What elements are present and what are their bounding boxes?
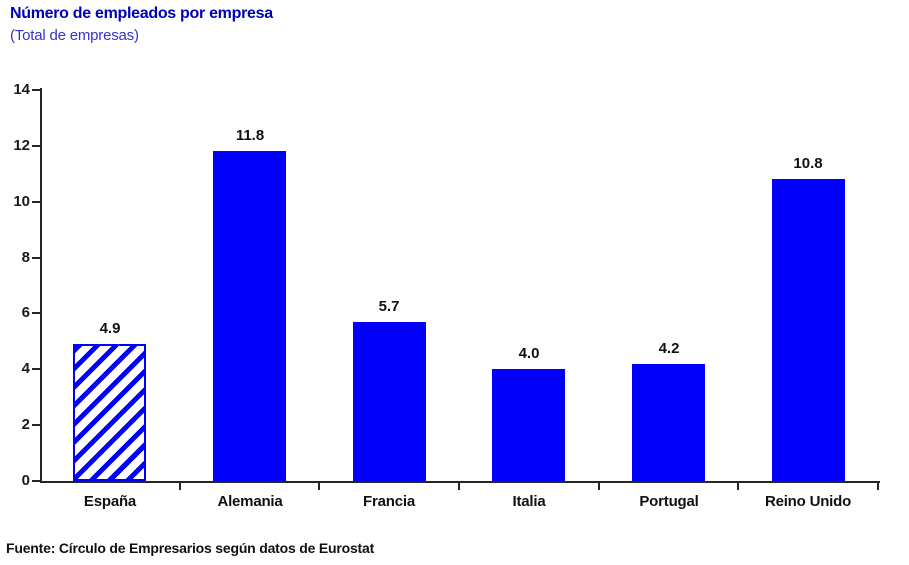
x-axis-tick bbox=[737, 483, 740, 490]
x-axis-line bbox=[40, 481, 880, 483]
value-label-portugal: 4.2 bbox=[658, 340, 680, 357]
x-axis-tick bbox=[877, 483, 879, 490]
value-label-italia: 4.0 bbox=[518, 345, 540, 362]
y-axis-tick bbox=[32, 424, 40, 427]
source-note: Fuente: Círculo de Empresarios según dat… bbox=[6, 540, 375, 556]
value-label-alemania: 11.8 bbox=[235, 127, 265, 144]
chart-title: Número de empleados por empresa bbox=[10, 5, 273, 22]
bar-alemania bbox=[213, 151, 286, 481]
category-label-portugal: Portugal bbox=[639, 493, 699, 510]
x-axis-tick bbox=[597, 483, 600, 490]
y-axis-tick-label: 8 bbox=[21, 248, 30, 266]
x-axis-tick bbox=[458, 483, 460, 490]
y-axis-tick bbox=[32, 368, 40, 371]
y-axis-tick-label: 0 bbox=[21, 472, 30, 489]
category-label-espana: España bbox=[83, 493, 137, 510]
y-axis-tick bbox=[32, 480, 40, 482]
y-axis-tick bbox=[32, 200, 40, 203]
category-label-alemania: Alemania bbox=[217, 493, 283, 510]
chart-subtitle: (Total de empresas) bbox=[10, 27, 139, 44]
y-axis-tick-label: 14 bbox=[13, 81, 30, 98]
y-axis-line bbox=[40, 88, 42, 483]
value-label-espana: 4.9 bbox=[99, 320, 121, 337]
bar-francia bbox=[353, 322, 426, 481]
y-axis-tick-label: 10 bbox=[13, 192, 30, 210]
value-label-francia: 5.7 bbox=[378, 298, 400, 315]
y-axis-tick-label: 4 bbox=[21, 360, 30, 378]
bar-portugal bbox=[632, 364, 705, 481]
y-axis-tick bbox=[32, 89, 40, 91]
y-axis-tick-label: 12 bbox=[13, 136, 30, 154]
value-label-reino-unido: 10.8 bbox=[793, 155, 823, 172]
bar-italia bbox=[492, 369, 565, 481]
y-axis-tick bbox=[32, 256, 40, 259]
y-axis-tick-label: 2 bbox=[21, 416, 30, 434]
bar-reino-unido bbox=[772, 179, 845, 481]
bar-espana bbox=[73, 344, 146, 481]
y-axis-tick bbox=[32, 312, 40, 315]
category-label-italia: Italia bbox=[512, 493, 546, 510]
x-axis-tick bbox=[178, 483, 181, 490]
y-axis-tick-label: 6 bbox=[21, 304, 30, 322]
category-label-reino-unido: Reino Unido bbox=[764, 493, 852, 510]
category-label-francia: Francia bbox=[363, 493, 415, 510]
x-axis-tick bbox=[318, 483, 321, 490]
y-axis-tick bbox=[32, 144, 40, 147]
